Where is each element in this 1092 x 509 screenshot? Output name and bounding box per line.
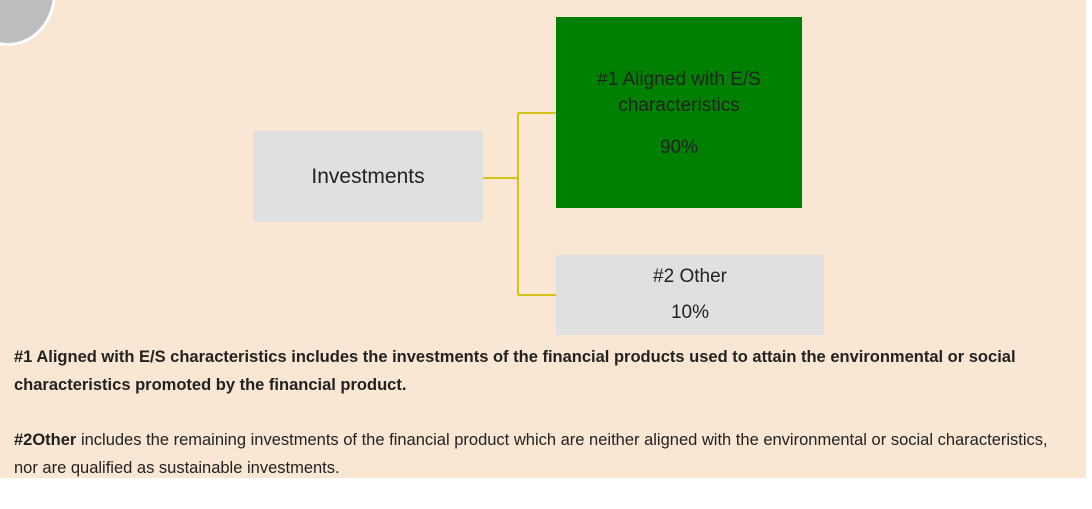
note-text: includes the remaining investments of th… <box>14 431 1048 477</box>
note-term: #2Other <box>14 431 77 449</box>
node-share: 90% <box>659 136 699 158</box>
aligned-node: #1 Aligned with E/S characteristics 90% <box>556 17 802 208</box>
node-label: #2 Other <box>653 266 727 287</box>
node-label: Investments <box>311 164 425 188</box>
investments-node: Investments <box>253 131 483 222</box>
node-share: 10% <box>670 302 710 323</box>
node-label: #1 Aligned with E/S characteristics <box>597 68 761 116</box>
panel: Investments #1 Aligned with E/S characte… <box>0 0 1086 478</box>
note: #2Other includes the remaining investmen… <box>14 426 1074 482</box>
connectors <box>483 112 556 296</box>
other-node: #2 Other 10% <box>556 255 824 335</box>
note: #1 Aligned with E/S characteristics incl… <box>14 348 1016 394</box>
